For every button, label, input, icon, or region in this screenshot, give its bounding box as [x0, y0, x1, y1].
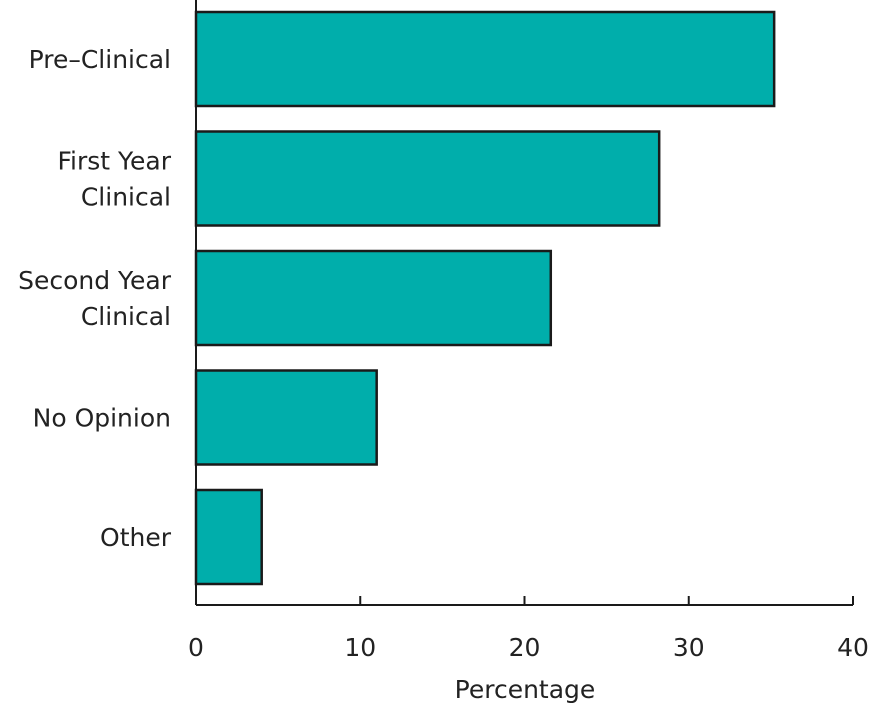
x-tick-label: 20 [509, 633, 541, 662]
category-label: Other [100, 523, 172, 552]
x-tick-label: 10 [344, 633, 376, 662]
category-label: No Opinion [33, 404, 171, 433]
bar-1 [194, 10, 776, 108]
bar-4 [194, 369, 378, 466]
bar-5 [194, 488, 263, 586]
x-tick-label: 0 [188, 633, 204, 662]
x-axis-title: Percentage [455, 675, 596, 704]
x-tick-label: 30 [673, 633, 705, 662]
bar-2 [194, 130, 661, 227]
bar-3 [194, 249, 553, 347]
x-tick-label: 40 [837, 633, 869, 662]
category-label: First Year Clinical [58, 147, 172, 212]
bars-layer [194, 10, 776, 586]
category-label: Second Year Clinical [18, 266, 172, 331]
category-label: Pre–Clinical [29, 45, 171, 74]
x-axis: 0 10 20 30 40 [188, 0, 869, 662]
category-labels: Pre–Clinical First Year Clinical Second Yea… [18, 45, 172, 552]
